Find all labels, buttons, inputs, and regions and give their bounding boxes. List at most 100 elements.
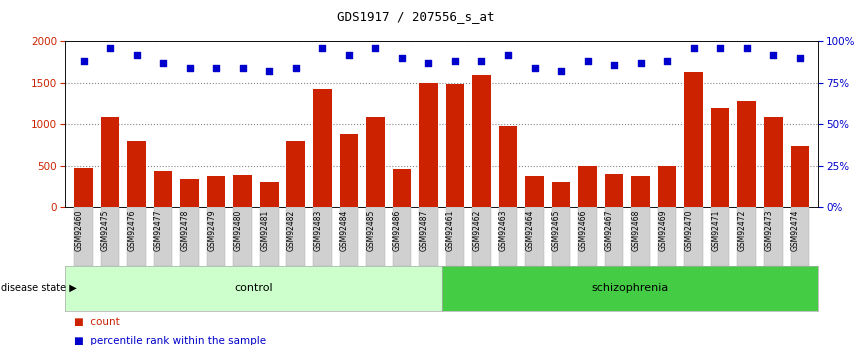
FancyBboxPatch shape <box>711 207 729 266</box>
Text: GSM92466: GSM92466 <box>578 210 587 252</box>
Point <box>527 65 541 71</box>
FancyBboxPatch shape <box>604 207 624 266</box>
FancyBboxPatch shape <box>260 207 279 266</box>
Bar <box>180 179 199 207</box>
Point <box>687 45 701 51</box>
Point <box>422 60 436 66</box>
Text: GSM92463: GSM92463 <box>499 210 508 252</box>
FancyBboxPatch shape <box>100 207 120 266</box>
FancyBboxPatch shape <box>764 207 783 266</box>
Bar <box>100 117 120 207</box>
Bar <box>604 174 624 207</box>
Bar <box>366 117 385 207</box>
Text: GSM92486: GSM92486 <box>393 210 402 251</box>
Text: schizophrenia: schizophrenia <box>591 283 669 293</box>
Text: GSM92472: GSM92472 <box>738 210 746 251</box>
FancyBboxPatch shape <box>127 207 145 266</box>
Bar <box>472 75 491 207</box>
Point <box>660 59 674 64</box>
Bar <box>313 89 332 207</box>
FancyBboxPatch shape <box>499 207 517 266</box>
Text: GSM92473: GSM92473 <box>765 210 773 252</box>
Text: GSM92477: GSM92477 <box>154 210 163 252</box>
Point <box>580 59 594 64</box>
Text: GSM92471: GSM92471 <box>711 210 721 251</box>
Point <box>501 52 515 57</box>
Bar <box>419 83 437 207</box>
Point <box>236 65 249 71</box>
Bar <box>127 141 145 207</box>
Bar <box>658 166 676 207</box>
Text: GSM92478: GSM92478 <box>181 210 190 251</box>
Bar <box>392 169 411 207</box>
FancyBboxPatch shape <box>791 207 809 266</box>
Text: GSM92464: GSM92464 <box>526 210 534 252</box>
Text: GSM92476: GSM92476 <box>127 210 137 252</box>
Point <box>156 60 170 66</box>
FancyBboxPatch shape <box>234 207 252 266</box>
Bar <box>764 117 783 207</box>
Point <box>766 52 780 57</box>
Bar <box>287 141 305 207</box>
FancyBboxPatch shape <box>552 207 571 266</box>
Text: GSM92485: GSM92485 <box>366 210 375 251</box>
FancyBboxPatch shape <box>366 207 385 266</box>
Bar <box>154 170 172 207</box>
Text: GSM92483: GSM92483 <box>313 210 322 251</box>
FancyBboxPatch shape <box>419 207 437 266</box>
FancyBboxPatch shape <box>339 207 359 266</box>
Bar <box>631 176 650 207</box>
FancyBboxPatch shape <box>392 207 411 266</box>
Point <box>475 59 488 64</box>
Text: control: control <box>234 283 273 293</box>
Text: GSM92465: GSM92465 <box>552 210 561 252</box>
Point <box>368 45 382 51</box>
Point <box>76 59 90 64</box>
Text: GSM92468: GSM92468 <box>631 210 641 251</box>
Text: GSM92460: GSM92460 <box>74 210 83 252</box>
Text: GSM92462: GSM92462 <box>473 210 481 251</box>
Point <box>210 65 223 71</box>
FancyBboxPatch shape <box>684 207 703 266</box>
FancyBboxPatch shape <box>631 207 650 266</box>
Bar <box>260 182 279 207</box>
Point <box>607 62 621 67</box>
Text: GSM92481: GSM92481 <box>260 210 269 251</box>
FancyBboxPatch shape <box>180 207 199 266</box>
Text: GSM92475: GSM92475 <box>101 210 110 252</box>
Text: ■  percentile rank within the sample: ■ percentile rank within the sample <box>74 336 266 345</box>
Bar <box>339 134 359 207</box>
Text: disease state ▶: disease state ▶ <box>1 283 76 293</box>
Point <box>315 45 329 51</box>
FancyBboxPatch shape <box>446 207 464 266</box>
FancyBboxPatch shape <box>74 207 93 266</box>
Point <box>448 59 462 64</box>
Bar <box>74 168 93 207</box>
Text: GSM92469: GSM92469 <box>658 210 667 252</box>
Text: GSM92487: GSM92487 <box>419 210 429 251</box>
Bar <box>207 176 225 207</box>
Point <box>289 65 303 71</box>
Text: ■  count: ■ count <box>74 317 120 327</box>
Text: GDS1917 / 207556_s_at: GDS1917 / 207556_s_at <box>337 10 494 23</box>
Point <box>740 45 753 51</box>
Point <box>554 68 568 74</box>
FancyBboxPatch shape <box>313 207 332 266</box>
Text: GSM92467: GSM92467 <box>605 210 614 252</box>
Point <box>262 68 276 74</box>
Text: GSM92484: GSM92484 <box>339 210 349 251</box>
FancyBboxPatch shape <box>658 207 676 266</box>
Point <box>634 60 648 66</box>
Bar <box>711 108 729 207</box>
FancyBboxPatch shape <box>525 207 544 266</box>
Bar <box>234 175 252 207</box>
Bar <box>578 166 597 207</box>
Point <box>103 45 117 51</box>
Text: GSM92470: GSM92470 <box>685 210 694 252</box>
Point <box>130 52 144 57</box>
FancyBboxPatch shape <box>472 207 491 266</box>
Bar <box>552 182 571 207</box>
Bar <box>525 176 544 207</box>
Bar <box>499 126 517 207</box>
Text: GSM92474: GSM92474 <box>791 210 800 252</box>
